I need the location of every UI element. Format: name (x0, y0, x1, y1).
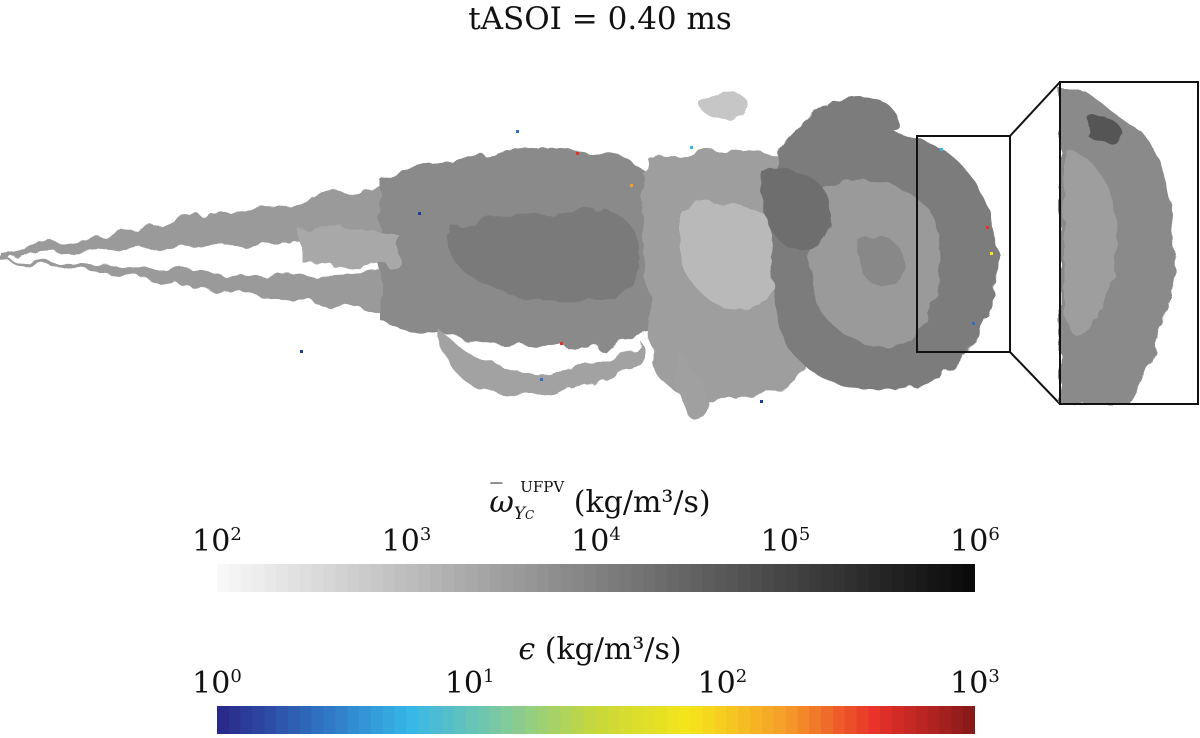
colorbar-tick-label: 102 (697, 666, 748, 701)
colorbar-tick-label: 101 (444, 666, 495, 701)
zoom-connector-top (1009, 81, 1061, 137)
colorbar-tick-label: 105 (760, 524, 811, 559)
zoom-source-box (916, 135, 1011, 353)
colorbar-tick-label: 100 (192, 666, 242, 701)
colorbar-tick-label: 103 (381, 524, 432, 559)
colorbar-top-gradient (217, 564, 975, 592)
colorbar-tick-label: 106 (950, 524, 1000, 559)
zoom-inset (1059, 81, 1199, 405)
jet-body (0, 148, 840, 420)
colorbar-bottom-gradient (217, 706, 975, 734)
colorbar-top-label: ‾ ωYCUFPV (kg/m³/s) (489, 478, 711, 524)
figure-title: tASOI = 0.40 ms (468, 1, 732, 37)
colorbar-tick-label: 102 (192, 524, 242, 559)
colorbar-tick-label: 103 (950, 666, 1000, 701)
zoom-connector-bottom (1009, 351, 1061, 405)
jet-head (698, 92, 999, 391)
colorbar-bottom-label: ϵ (kg/m³/s) (518, 632, 682, 667)
colorbar-tick-label: 104 (571, 524, 621, 559)
